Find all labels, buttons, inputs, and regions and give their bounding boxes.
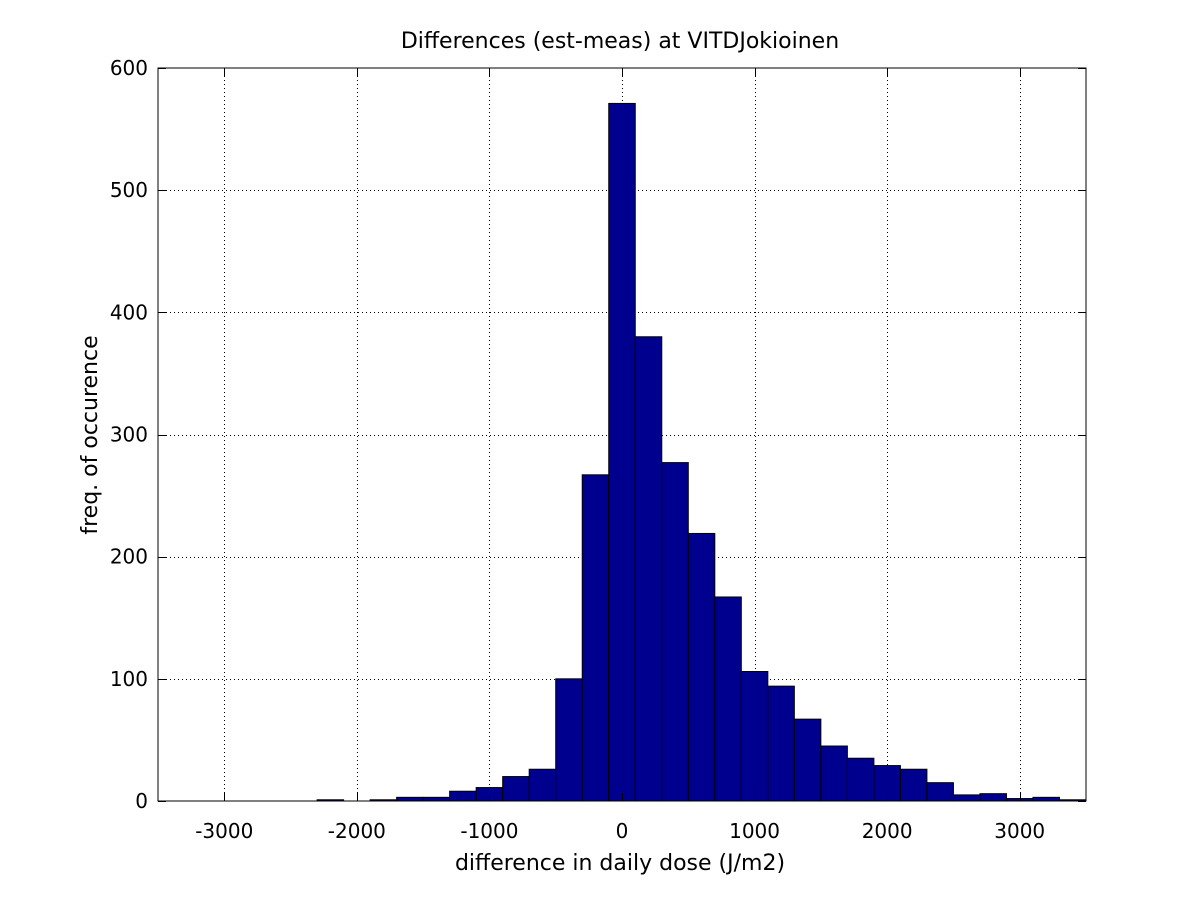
y-tick-label: 600 bbox=[110, 56, 148, 80]
y-tick-label: 300 bbox=[110, 423, 148, 447]
x-tick-label: 2000 bbox=[862, 819, 913, 843]
x-tick-label: -3000 bbox=[195, 819, 253, 843]
y-tick-label: 200 bbox=[110, 545, 148, 569]
histogram-bar bbox=[555, 678, 583, 802]
histogram-bar bbox=[1032, 796, 1060, 802]
y-tick-label: 0 bbox=[135, 789, 148, 813]
y-tick-label: 400 bbox=[110, 300, 148, 324]
x-axis-label: difference in daily dose (J/m2) bbox=[455, 851, 785, 876]
y-axis-ticks: 0 100 200 300 400 500 600 bbox=[110, 56, 1086, 813]
histogram-bar bbox=[926, 782, 954, 802]
x-tick-label: 0 bbox=[616, 819, 629, 843]
histogram-bar bbox=[846, 757, 875, 802]
histogram-bar bbox=[767, 685, 795, 802]
x-tick-label: -1000 bbox=[460, 819, 518, 843]
histogram-bar bbox=[528, 768, 557, 802]
histogram-bar bbox=[449, 790, 477, 802]
x-tick-label: 3000 bbox=[994, 819, 1045, 843]
histogram-bar bbox=[634, 336, 663, 802]
histogram-bar bbox=[793, 718, 822, 802]
histogram-bar bbox=[687, 532, 716, 802]
histogram-bar bbox=[979, 793, 1007, 802]
histogram-bar bbox=[502, 776, 530, 802]
x-axis-ticks: -3000 -2000 -1000 0 1000 2000 3000 bbox=[195, 68, 1045, 843]
histogram-bar bbox=[581, 474, 610, 802]
histogram-bar bbox=[714, 596, 742, 802]
histogram-bars bbox=[316, 102, 1087, 802]
histogram-bar bbox=[740, 671, 769, 802]
y-tick-label: 100 bbox=[110, 667, 148, 691]
histogram-bar bbox=[899, 768, 928, 802]
histogram-bar bbox=[820, 745, 848, 802]
histogram-bar bbox=[952, 794, 981, 802]
chart-title: Differences (est-meas) at VITDJokioinen bbox=[401, 29, 839, 54]
x-tick-label: 1000 bbox=[729, 819, 780, 843]
histogram-bar bbox=[422, 796, 451, 802]
histogram-bar bbox=[396, 796, 424, 802]
histogram-bar bbox=[608, 102, 636, 802]
y-tick-label: 500 bbox=[110, 178, 148, 202]
x-tick-label: -2000 bbox=[328, 819, 386, 843]
y-axis-label: freq. of occurence bbox=[78, 335, 103, 534]
histogram-bar bbox=[661, 462, 689, 802]
